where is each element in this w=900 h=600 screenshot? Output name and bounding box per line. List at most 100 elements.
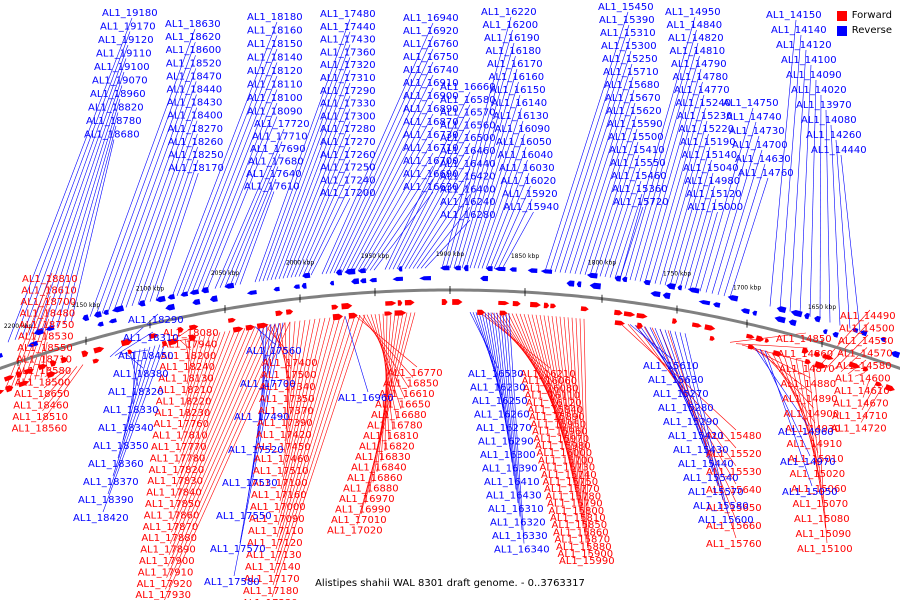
reverse-gene-label: AL1_15140 <box>682 150 738 161</box>
legend-item-reverse: Reverse <box>836 23 892 38</box>
reverse-gene-arrow <box>27 340 39 347</box>
reverse-gene-label: AL1_17290 <box>320 86 376 97</box>
forward-gene-arrow <box>636 322 643 329</box>
reverse-gene-label: AL1_16390 <box>482 464 538 475</box>
label-connector <box>544 11 629 272</box>
reverse-gene-arrow <box>790 310 803 318</box>
label-connector <box>497 198 533 269</box>
label-connector <box>473 120 524 269</box>
reverse-gene-label: AL1_13970 <box>796 100 852 111</box>
label-connector <box>281 318 316 478</box>
label-connector <box>101 55 196 314</box>
label-connector <box>357 139 434 272</box>
reverse-gene-label: AL1_18110 <box>247 80 303 91</box>
forward-gene-label: AL1_18080 <box>163 328 219 339</box>
forward-gene-label: AL1_17390 <box>257 418 313 429</box>
forward-gene-label: AL1_17760 <box>153 419 209 430</box>
label-connector <box>527 314 569 455</box>
label-connector <box>166 322 281 578</box>
label-connector <box>861 378 865 386</box>
reverse-gene-arrow <box>890 351 900 359</box>
label-connector <box>424 219 471 269</box>
reverse-gene-label: AL1_18430 <box>167 98 223 109</box>
label-connector <box>173 327 251 510</box>
forward-gene-label: AL1_15980 <box>535 441 591 452</box>
forward-gene-label: AL1_16210 <box>520 369 576 380</box>
label-connector <box>102 343 166 513</box>
label-connector <box>735 343 808 349</box>
label-connector <box>175 328 241 487</box>
reverse-gene-label: AL1_18520 <box>166 58 222 69</box>
forward-gene-label: AL1_17830 <box>147 476 203 487</box>
label-connector <box>285 321 296 430</box>
label-connector <box>276 316 341 538</box>
label-connector <box>457 68 518 269</box>
label-connector <box>114 331 154 356</box>
label-connector <box>40 341 48 378</box>
forward-gene-arrow <box>256 322 269 329</box>
reverse-gene-label: AL1_16160 <box>489 72 545 83</box>
label-connector <box>747 346 811 379</box>
label-connector <box>589 128 638 276</box>
forward-gene-label: AL1_14880 <box>781 379 837 390</box>
label-connector <box>284 320 301 442</box>
reverse-gene-label: AL1_17480 <box>320 9 376 20</box>
label-connector <box>294 146 351 278</box>
reverse-gene-label: AL1_16500 <box>440 133 496 144</box>
reverse-gene-label: AL1_17200 <box>320 188 376 199</box>
label-connector <box>229 166 279 287</box>
reverse-gene-label: AL1_18440 <box>167 85 223 96</box>
label-connector <box>119 349 149 355</box>
reverse-gene-label: AL1_16130 <box>493 111 549 122</box>
label-connector <box>89 28 196 317</box>
reverse-gene-label: AL1_14080 <box>801 115 857 126</box>
reverse-gene-label: AL1_18340 <box>98 423 154 434</box>
forward-gene-arrow <box>331 304 339 310</box>
reverse-gene-label: AL1_15670 <box>605 93 661 104</box>
reverse-gene-label: AL1_16230 <box>470 383 526 394</box>
forward-gene-label: AL1_15060 <box>791 484 847 495</box>
label-connector <box>535 314 572 469</box>
scale-tick-label: 2200 kbp <box>4 323 32 330</box>
label-connector <box>181 333 216 430</box>
label-connector <box>169 325 266 544</box>
label-connector <box>279 317 326 502</box>
reverse-gene-label: AL1_15680 <box>604 80 660 91</box>
label-connector <box>366 314 406 399</box>
reverse-gene-arrow <box>97 321 104 327</box>
label-connector <box>654 328 699 431</box>
reverse-gene-label: AL1_14120 <box>776 40 832 51</box>
label-connector <box>43 369 66 389</box>
label-connector <box>245 323 276 511</box>
forward-gene-label: AL1_17170 <box>244 574 300 585</box>
label-connector <box>840 154 861 332</box>
forward-gene-label: AL1_15650 <box>706 503 762 514</box>
forward-gene-label: AL1_17090 <box>249 514 305 525</box>
label-connector <box>481 146 527 269</box>
forward-gene-label: AL1_14530 <box>838 336 894 347</box>
reverse-gene-label: AL1_14740 <box>726 112 782 123</box>
label-connector <box>669 330 714 473</box>
label-connector <box>412 181 471 269</box>
reverse-gene-arrow <box>643 279 651 286</box>
reverse-gene-label: AL1_14090 <box>786 70 842 81</box>
label-connector <box>306 185 351 276</box>
forward-gene-label: AL1_17500 <box>261 370 317 381</box>
reverse-gene-label: AL1_16410 <box>484 477 540 488</box>
reverse-gene-label: AL1_17720 <box>254 119 310 130</box>
reverse-gene-label: AL1_16580 <box>440 95 496 106</box>
forward-gene-arrow <box>550 303 557 309</box>
forward-gene-label: AL1_15640 <box>706 485 762 496</box>
label-connector <box>42 85 123 331</box>
label-connector <box>493 312 515 477</box>
reverse-gene-label: AL1_16440 <box>440 159 496 170</box>
forward-gene-label: AL1_17870 <box>143 522 199 533</box>
label-connector <box>619 206 644 279</box>
reverse-gene-arrow <box>713 302 721 308</box>
reverse-gene-arrow <box>329 280 335 286</box>
reverse-gene-arrow <box>108 318 117 324</box>
label-connector <box>396 130 471 270</box>
forward-gene-label: AL1_15520 <box>706 449 762 460</box>
label-connector <box>484 312 509 436</box>
reverse-gene-label: AL1_18160 <box>247 26 303 37</box>
